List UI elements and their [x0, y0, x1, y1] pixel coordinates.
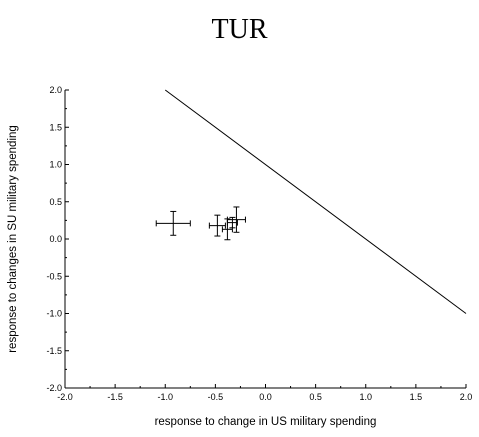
x-tick-label: -1.5 [107, 392, 123, 402]
y-tick-label: 0.5 [49, 197, 62, 207]
y-tick-label: -2.0 [46, 383, 62, 393]
x-axis-label: response to change in US military spendi… [155, 416, 377, 428]
y-axis-label: response to changes in SU military spend… [7, 125, 19, 353]
axes [64, 90, 466, 389]
y-tick-label: -1.5 [46, 346, 62, 356]
y-tick-label: 1.5 [49, 122, 62, 132]
x-tick-label: 2.0 [460, 392, 473, 402]
chart-title: TUR [211, 14, 268, 45]
x-axis-ticks: -2.0 -1.5 -1.0 -0.5 0.0 0.5 1.0 1.5 2.0 [57, 384, 472, 402]
x-tick-label: 0.0 [259, 392, 272, 402]
x-tick-label: 0.5 [309, 392, 322, 402]
x-tick-label: 1.0 [359, 392, 372, 402]
data-points [155, 206, 246, 241]
data-point [208, 214, 226, 237]
data-point [155, 210, 191, 236]
reference-line [164, 89, 467, 314]
reference-line-segment [164, 89, 467, 314]
data-point [226, 206, 246, 233]
y-tick-label: 2.0 [49, 85, 62, 95]
x-tick-label: 1.5 [410, 392, 423, 402]
x-tick-label: -2.0 [57, 392, 73, 402]
y-tick-label: -1.0 [46, 309, 62, 319]
y-tick-label: 0.0 [49, 234, 62, 244]
x-tick-label: -0.5 [208, 392, 224, 402]
y-tick-label: -0.5 [46, 271, 62, 281]
y-tick-label: 1.0 [49, 160, 62, 170]
y-axis-ticks: -2.0 -1.5 -1.0 -0.5 0.0 0.5 1.0 1.5 2.0 [46, 85, 69, 393]
x-tick-label: -1.0 [157, 392, 173, 402]
